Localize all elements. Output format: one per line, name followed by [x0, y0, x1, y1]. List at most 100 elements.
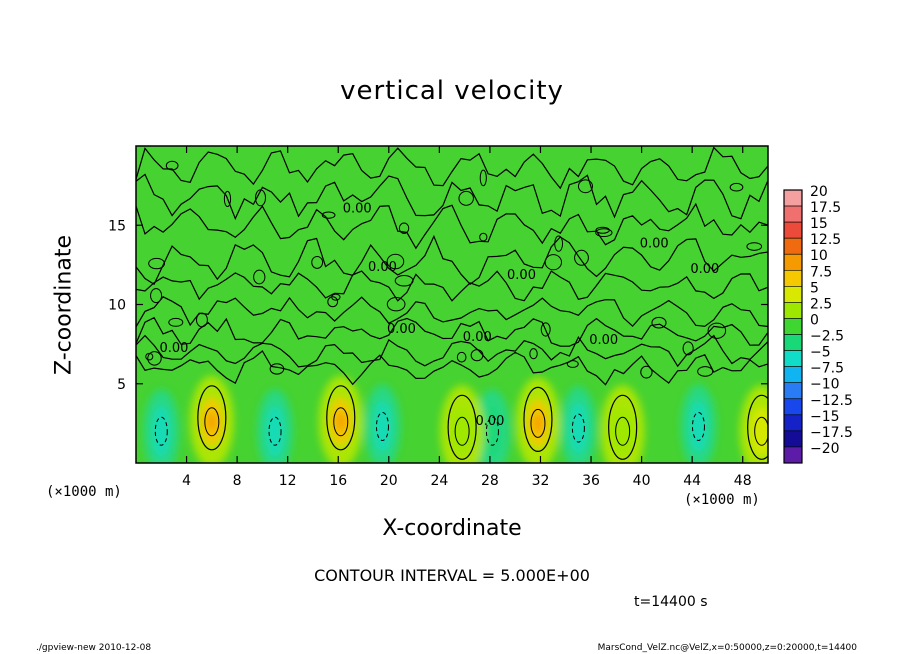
updraft-contour-4 — [447, 394, 477, 460]
contour-line-2 — [136, 202, 768, 250]
small-contour-18 — [540, 322, 551, 337]
x-tick-label-5: 24 — [430, 473, 448, 489]
colorbar-label-11: −7.5 — [810, 361, 844, 377]
small-contour-35 — [529, 348, 538, 360]
colorbar-label-12: −10 — [810, 377, 840, 393]
contour-label-8: 0.00 — [475, 414, 504, 429]
updraft-contour-1 — [326, 385, 356, 451]
footer-left: ./gpview-new 2010-12-08 — [36, 643, 152, 653]
contour-line-5 — [136, 296, 768, 328]
downdraft-contour-5 — [691, 412, 705, 442]
small-contour-30 — [697, 366, 714, 377]
colorbar-swatch-4 — [783, 253, 803, 271]
small-contour-6 — [682, 341, 694, 356]
small-contour-1 — [458, 190, 474, 206]
colorbar-swatch-12 — [783, 382, 803, 400]
colorbar-swatch-0 — [783, 189, 803, 207]
downdraft-core-4 — [569, 402, 588, 455]
x-tick-label-10: 44 — [683, 473, 701, 489]
colorbar-label-5: 7.5 — [810, 264, 832, 280]
colorbar-swatch-3 — [783, 237, 803, 255]
contour-line-8 — [136, 350, 768, 386]
x-tick-label-9: 40 — [633, 473, 651, 489]
contour-line-3 — [136, 234, 768, 286]
small-contour-37 — [729, 182, 744, 192]
colorbar-label-9: −2.5 — [810, 329, 844, 345]
colorbar-swatch-16 — [783, 446, 803, 464]
small-contour-8 — [479, 232, 488, 242]
small-contour-29 — [544, 254, 562, 271]
colorbar-swatch-15 — [783, 430, 803, 448]
contour-label-6: 0.00 — [640, 236, 669, 251]
contour-line-1 — [136, 173, 768, 221]
contour-label-0: 0.00 — [343, 202, 372, 217]
updraft-inner-contour-0 — [204, 407, 220, 437]
x-axis-label: X-coordinate — [382, 516, 522, 541]
y-tick-label-2: 15 — [108, 218, 126, 234]
updraft-inner-contour-1 — [333, 407, 349, 437]
x-unit-label-left: (×1000 m) — [46, 484, 122, 500]
small-contour-4 — [554, 235, 564, 252]
small-contour-36 — [168, 317, 184, 327]
updraft-core-3 — [749, 407, 768, 456]
colorbar-swatch-8 — [783, 318, 803, 335]
contour-line-7 — [136, 334, 768, 368]
downdraft-contour-4 — [571, 413, 585, 443]
contour-label-4: 0.00 — [463, 330, 492, 345]
updraft-inner-contour-3 — [754, 416, 768, 446]
small-contour-12 — [269, 363, 285, 375]
x-tick-label-0: 4 — [182, 473, 191, 489]
x-tick-label-6: 28 — [481, 473, 499, 489]
small-contour-20 — [311, 255, 324, 269]
colorbar-swatch-9 — [783, 334, 803, 351]
colorbar-label-8: 0 — [810, 312, 819, 328]
downdraft-contour-3 — [485, 416, 499, 446]
small-contour-22 — [386, 297, 406, 312]
contour-line-4 — [136, 270, 768, 302]
downdraft-core-5 — [689, 400, 708, 453]
colorbar-swatch-13 — [783, 398, 803, 416]
small-contour-38 — [398, 222, 410, 234]
small-contour-2 — [147, 351, 162, 366]
colorbar-swatch-5 — [783, 269, 803, 287]
small-contour-31 — [566, 360, 579, 368]
x-tick-label-3: 16 — [329, 473, 347, 489]
updraft-contour-5 — [608, 394, 638, 460]
small-contour-33 — [150, 288, 163, 304]
small-contour-0 — [165, 160, 179, 171]
colorbar-label-15: −17.5 — [810, 425, 853, 441]
colorbar-label-6: 5 — [810, 280, 819, 296]
updraft-inner-contour-2 — [530, 408, 546, 438]
x-tick-label-1: 8 — [233, 473, 242, 489]
x-tick-label-4: 20 — [380, 473, 398, 489]
small-contour-16 — [145, 352, 154, 361]
updraft-inner-contour-4 — [454, 416, 470, 446]
small-contour-19 — [595, 228, 613, 238]
time-label: t=14400 s — [634, 594, 708, 610]
colorbar: 2017.51512.5107.552.50−2.5−5−7.5−10−12.5… — [783, 184, 853, 464]
small-contour-10 — [470, 349, 484, 362]
contour-label-3: 0.00 — [387, 322, 416, 337]
small-contour-27 — [321, 211, 336, 219]
small-contour-11 — [148, 257, 166, 270]
colorbar-label-16: −20 — [810, 441, 840, 457]
colorbar-swatch-6 — [783, 286, 803, 303]
updraft-peak-0 — [206, 411, 217, 432]
small-contour-25 — [253, 269, 266, 285]
small-contour-32 — [327, 296, 339, 308]
small-contour-21 — [386, 253, 405, 270]
x-tick-label-2: 12 — [279, 473, 297, 489]
colorbar-frame — [783, 189, 803, 464]
colorbar-label-1: 17.5 — [810, 200, 841, 216]
small-contour-5 — [746, 242, 763, 251]
colorbar-swatch-10 — [783, 350, 803, 367]
contour-line-6 — [136, 316, 768, 347]
downdraft-core-2 — [373, 400, 392, 453]
small-contour-26 — [595, 226, 610, 234]
colorbar-label-13: −12.5 — [810, 393, 853, 409]
colorbar-label-7: 2.5 — [810, 296, 832, 312]
contour-label-1: 0.00 — [368, 260, 397, 275]
x-tick-label-7: 32 — [532, 473, 550, 489]
small-contour-15 — [651, 316, 667, 329]
